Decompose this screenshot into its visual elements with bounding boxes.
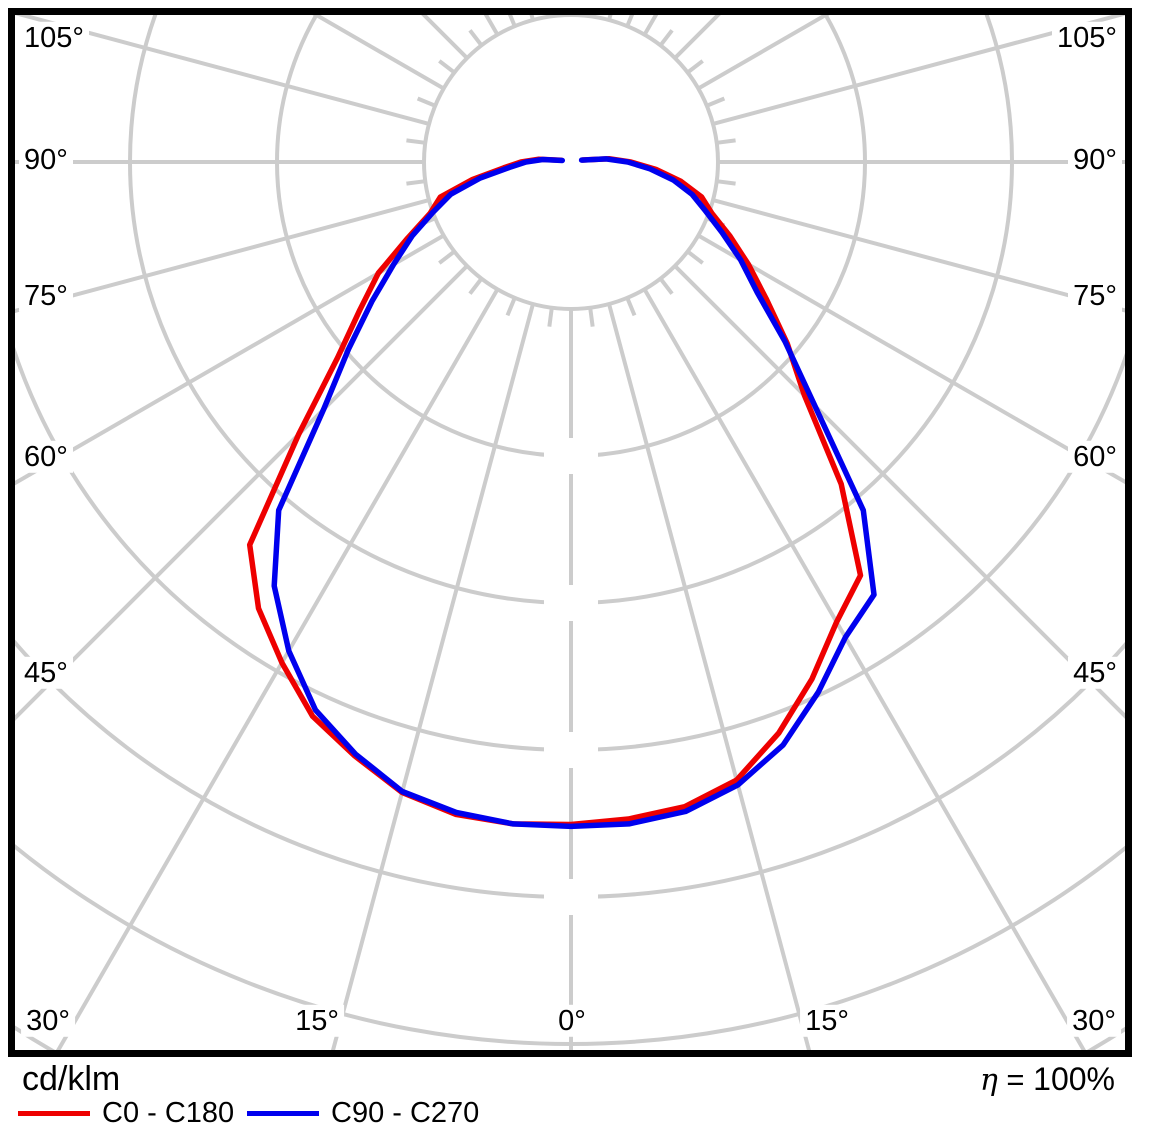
gamma-label: 90° bbox=[1068, 143, 1122, 177]
legend-label-c0-c180: C0 - C180 bbox=[102, 1096, 235, 1129]
curve-c90-c270 bbox=[271, 156, 877, 830]
grid-tick bbox=[716, 138, 736, 145]
grid-tick bbox=[505, 297, 517, 317]
gamma-label: 105° bbox=[1052, 21, 1122, 55]
grid-tick bbox=[706, 96, 726, 108]
grid-tick bbox=[406, 138, 426, 145]
grid-tick bbox=[716, 179, 736, 186]
ring-value-blank bbox=[544, 438, 598, 474]
legend-label-c90-c270: C90 - C270 bbox=[331, 1096, 480, 1129]
gamma-label: 30° bbox=[21, 1004, 75, 1038]
grid-tick bbox=[547, 307, 554, 327]
radial-unit-label: cd/klm bbox=[22, 1060, 121, 1098]
grid-radial-line bbox=[15, 264, 469, 721]
ring-value-blank bbox=[544, 879, 598, 915]
ring-value-blank bbox=[544, 585, 598, 621]
grid-radial-line bbox=[15, 233, 445, 486]
gamma-label: 105° bbox=[19, 21, 89, 55]
gamma-label: 90° bbox=[19, 143, 73, 177]
gamma-label: 60° bbox=[1068, 440, 1122, 474]
light-output-ratio: η = 100% bbox=[980, 1063, 1115, 1096]
ring-value-blank bbox=[544, 732, 598, 768]
grid-tick bbox=[658, 29, 674, 47]
grid-radial-line bbox=[607, 303, 812, 1050]
grid-tick bbox=[468, 277, 484, 295]
grid-radial-line bbox=[330, 303, 535, 1050]
grid-tick bbox=[406, 179, 426, 186]
gamma-label: 75° bbox=[19, 279, 73, 313]
gamma-label: 15° bbox=[290, 1004, 344, 1038]
grid-tick bbox=[507, 15, 517, 27]
grid-tick bbox=[416, 96, 436, 108]
grid-tick bbox=[658, 277, 674, 295]
grid-radial-line bbox=[712, 15, 1125, 126]
eta-symbol: η bbox=[979, 1063, 998, 1098]
gamma-label: 15° bbox=[800, 1004, 854, 1038]
grid-radial-line bbox=[642, 288, 1086, 1050]
eta-value: 100% bbox=[1033, 1061, 1115, 1097]
grid-tick bbox=[686, 59, 704, 75]
gamma-label: 0° bbox=[553, 1004, 591, 1038]
gamma-label: 60° bbox=[19, 440, 73, 474]
grid-tick bbox=[588, 307, 595, 327]
grid-radial-line bbox=[673, 264, 1125, 719]
gamma-label: 30° bbox=[1067, 1004, 1121, 1038]
grid-radial-line bbox=[712, 198, 1125, 313]
grid-tick bbox=[438, 249, 456, 265]
grid-tick bbox=[686, 249, 704, 265]
grid-tick bbox=[468, 29, 484, 47]
grid-radial-line bbox=[56, 288, 500, 1050]
grid-radial-line bbox=[15, 198, 430, 314]
chart-frame bbox=[8, 8, 1132, 1057]
grid-radial-line bbox=[15, 15, 430, 126]
legend-item-c90-c270: C90 - C270 bbox=[247, 1098, 479, 1128]
gamma-label: 45° bbox=[1068, 656, 1122, 690]
gamma-label: 75° bbox=[1068, 279, 1122, 313]
grid-tick bbox=[438, 59, 456, 75]
grid-tick bbox=[625, 15, 635, 27]
legend-item-c0-c180: C0 - C180 bbox=[18, 1098, 234, 1128]
legend-line-blue bbox=[247, 1110, 319, 1116]
legend-line-red bbox=[18, 1110, 90, 1116]
grid-radial-line bbox=[697, 233, 1125, 485]
grid-tick bbox=[625, 297, 637, 317]
gamma-label: 45° bbox=[19, 656, 73, 690]
eta-equals: = bbox=[997, 1062, 1034, 1097]
